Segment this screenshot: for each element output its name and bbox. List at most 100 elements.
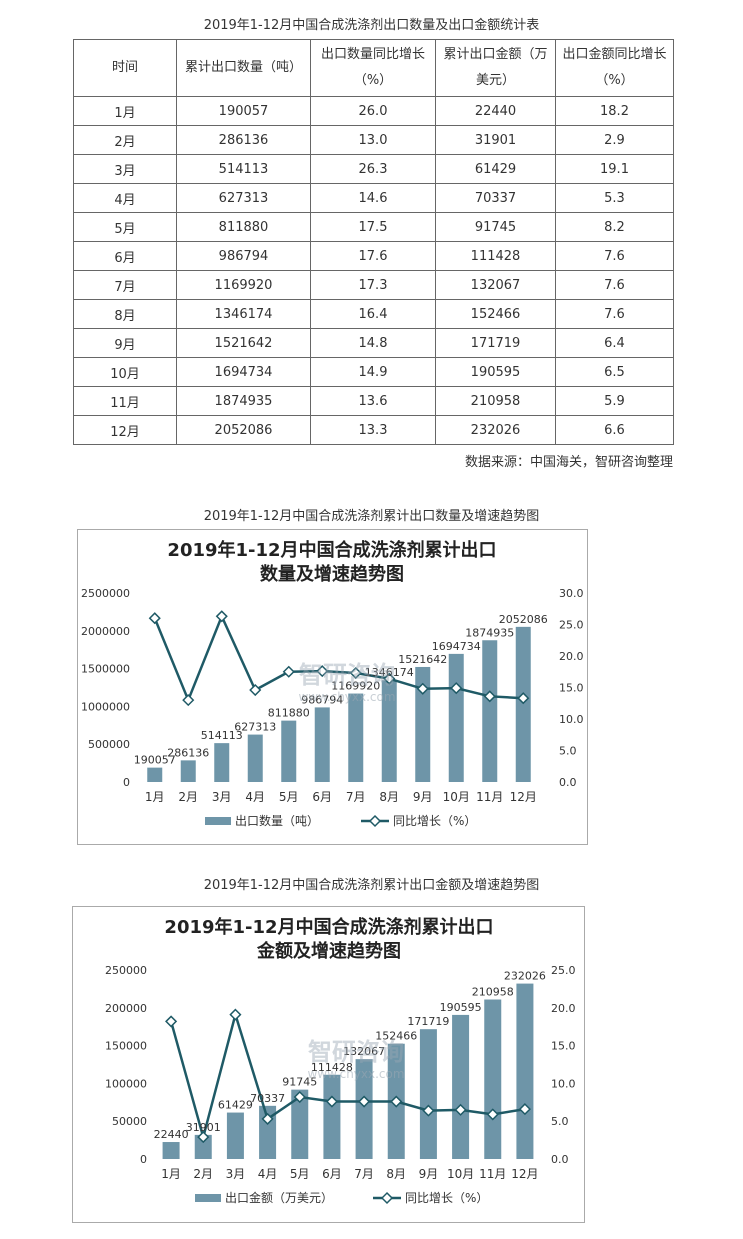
bar-value-label: 232026 (504, 970, 546, 983)
y-left-tick-label: 150000 (105, 1040, 147, 1053)
bar (180, 760, 196, 782)
bar (162, 1142, 180, 1159)
bar-value-label: 61429 (218, 1099, 253, 1112)
cell-amount-growth: 6.6 (555, 415, 674, 445)
cell-time: 11月 (73, 386, 177, 416)
bar-value-label: 91745 (282, 1076, 317, 1089)
chart-title-line-1: 2019年1-12月中国合成洗涤剂累计出口 (164, 916, 493, 938)
cell-cum-amount: 132067 (435, 270, 556, 300)
y-right-tick-label: 25.0 (551, 964, 576, 977)
category-label: 2月 (193, 1167, 213, 1181)
cell-cum-quantity: 514113 (176, 154, 311, 184)
cell-cum-quantity: 1694734 (176, 357, 311, 387)
bar-value-label: 1874935 (465, 626, 514, 639)
category-label: 6月 (312, 790, 332, 804)
cell-quantity-growth: 14.8 (310, 328, 436, 358)
growth-marker (450, 682, 463, 695)
cell-time: 2月 (73, 125, 177, 155)
chart-title-line-2: 数量及增速趋势图 (260, 563, 404, 585)
bar-value-label: 1521642 (398, 653, 447, 666)
growth-marker (165, 1015, 178, 1028)
bar (482, 640, 498, 782)
y-left-tick-label: 0 (140, 1153, 147, 1166)
cell-cum-quantity: 286136 (176, 125, 311, 155)
table-row: 7月 1169920 17.3 132067 7.6 (73, 270, 674, 300)
growth-marker (518, 1103, 531, 1116)
cell-time: 8月 (73, 299, 177, 329)
category-label: 12月 (510, 790, 537, 804)
watermark-url: www.chyxx.com (298, 690, 395, 704)
legend-line-label: 同比增长（%） (405, 1191, 488, 1205)
bar-value-label: 286136 (167, 746, 209, 759)
cell-cum-amount: 171719 (435, 328, 556, 358)
cell-cum-quantity: 627313 (176, 183, 311, 213)
cell-time: 3月 (73, 154, 177, 184)
chart2-caption: 2019年1-12月中国合成洗涤剂累计出口金额及增速趋势图 (203, 878, 540, 893)
cell-amount-growth: 18.2 (555, 96, 674, 126)
cell-quantity-growth: 17.6 (310, 241, 436, 271)
bar (247, 734, 263, 782)
bar-value-label: 190595 (440, 1001, 482, 1014)
bar-value-label: 2052086 (499, 613, 548, 626)
bar (516, 983, 534, 1159)
growth-marker (390, 1095, 403, 1108)
cell-quantity-growth: 13.3 (310, 415, 436, 445)
table-title: 2019年1-12月中国合成洗涤剂出口数量及出口金额统计表 (203, 18, 540, 33)
growth-marker (282, 665, 295, 678)
cell-cum-quantity: 1521642 (176, 328, 311, 358)
bar (314, 707, 330, 782)
y-right-tick-label: 5.0 (551, 1115, 569, 1128)
growth-line (153, 613, 524, 704)
table-row: 2月 286136 13.0 31901 2.9 (73, 125, 674, 155)
bar (415, 666, 431, 782)
category-label: 8月 (386, 1167, 406, 1181)
y-left-tick-label: 0 (123, 776, 130, 789)
bar (448, 653, 464, 782)
bar-value-label: 70337 (250, 1092, 285, 1105)
cell-amount-growth: 7.6 (555, 270, 674, 300)
cell-quantity-growth: 14.6 (310, 183, 436, 213)
category-label: 5月 (279, 790, 299, 804)
cell-cum-quantity: 2052086 (176, 415, 311, 445)
legend-line-marker (380, 1191, 394, 1205)
cell-cum-amount: 210958 (435, 386, 556, 416)
table-row: 6月 986794 17.6 111428 7.6 (73, 241, 674, 271)
table-row: 5月 811880 17.5 91745 8.2 (73, 212, 674, 242)
cell-amount-growth: 7.6 (555, 241, 674, 271)
growth-marker (454, 1103, 467, 1116)
bar (214, 743, 230, 782)
chart-title-line-1: 2019年1-12月中国合成洗涤剂累计出口 (167, 539, 496, 561)
chart2-frame: 2019年1-12月中国合成洗涤剂累计出口 金额及增速趋势图 0 50000 10000… (72, 906, 585, 1223)
bar-value-label: 210958 (472, 986, 514, 999)
cell-time: 10月 (73, 357, 177, 387)
cell-cum-amount: 31901 (435, 125, 556, 155)
cell-cum-amount: 61429 (435, 154, 556, 184)
cell-cum-amount: 232026 (435, 415, 556, 445)
y-right-tick-label: 25.0 (559, 619, 584, 632)
bar (452, 1014, 470, 1159)
bar-value-label: 132067 (343, 1045, 385, 1058)
category-label: 6月 (322, 1167, 342, 1181)
y-left-tick-label: 2000000 (81, 625, 130, 638)
cell-cum-amount: 190595 (435, 357, 556, 387)
header-quantity-growth: 出口数量同比增长 （%） (310, 39, 436, 97)
bar-value-label: 31901 (186, 1121, 221, 1134)
legend-bar-swatch (195, 1194, 221, 1202)
cell-time: 6月 (73, 241, 177, 271)
cell-time: 12月 (73, 415, 177, 445)
y-left-tick-label: 250000 (105, 964, 147, 977)
y-left-tick-label: 100000 (105, 1077, 147, 1090)
bar (194, 1134, 212, 1159)
bar-value-label: 190057 (134, 754, 176, 767)
bar (419, 1029, 437, 1159)
cell-cum-amount: 70337 (435, 183, 556, 213)
y-left-tick-label: 500000 (88, 738, 130, 751)
table-row: 9月 1521642 14.8 171719 6.4 (73, 328, 674, 358)
cell-time: 5月 (73, 212, 177, 242)
cell-cum-quantity: 1874935 (176, 386, 311, 416)
cell-amount-growth: 7.6 (555, 299, 674, 329)
cell-time: 9月 (73, 328, 177, 358)
category-label: 12月 (511, 1167, 538, 1181)
category-label: 10月 (447, 1167, 474, 1181)
y-right-tick-label: 5.0 (559, 745, 577, 758)
